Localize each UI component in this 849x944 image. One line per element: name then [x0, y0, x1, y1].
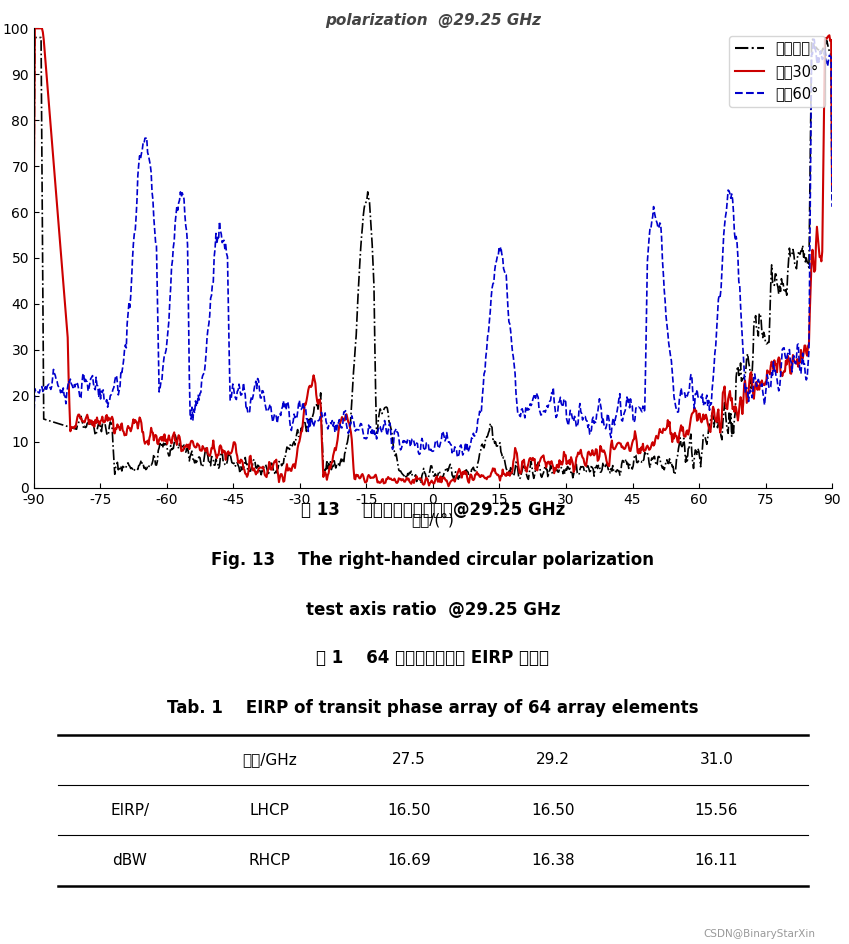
Title: polarization  @29.25 GHz: polarization @29.25 GHz — [325, 13, 541, 28]
Text: 16.50: 16.50 — [531, 802, 575, 818]
右旋法向 — [416, 478, 426, 489]
Line: 右旋法向: 右旋法向 — [34, 38, 832, 483]
右旋60° — [718, 229, 728, 241]
Line: 右旋30°: 右旋30° — [34, 28, 832, 486]
Text: RHCP: RHCP — [249, 853, 290, 868]
右旋60° — [370, 429, 380, 440]
右旋60° — [29, 413, 39, 425]
右旋30° — [719, 380, 729, 392]
Text: 29.2: 29.2 — [536, 752, 570, 767]
Text: 图 13    右旋圆极化测试轴比@29.25 GHz: 图 13 右旋圆极化测试轴比@29.25 GHz — [301, 500, 565, 519]
Text: Fig. 13    The right-handed circular polarization: Fig. 13 The right-handed circular polari… — [211, 551, 655, 569]
右旋60° — [808, 34, 818, 45]
右旋30° — [827, 183, 837, 194]
Text: CSDN@BinaryStarXin: CSDN@BinaryStarXin — [703, 929, 815, 939]
右旋30° — [238, 457, 248, 468]
右旋60° — [115, 365, 126, 377]
右旋30° — [29, 176, 39, 187]
Text: 频率/GHz: 频率/GHz — [242, 752, 297, 767]
Text: 31.0: 31.0 — [700, 752, 734, 767]
Line: 右旋60°: 右旋60° — [34, 40, 832, 457]
Text: 16.11: 16.11 — [694, 853, 738, 868]
右旋法向 — [117, 465, 127, 477]
右旋30° — [632, 436, 642, 447]
右旋法向 — [632, 457, 642, 468]
Text: 27.5: 27.5 — [392, 752, 426, 767]
右旋法向 — [238, 461, 248, 472]
Text: Tab. 1    EIRP of transit phase array of 64 array elements: Tab. 1 EIRP of transit phase array of 64… — [167, 700, 699, 717]
Text: dBW: dBW — [112, 853, 147, 868]
右旋30° — [371, 469, 381, 480]
右旋30° — [599, 445, 609, 456]
右旋法向 — [30, 32, 40, 43]
Text: 16.38: 16.38 — [531, 853, 575, 868]
右旋60° — [237, 389, 247, 400]
Text: test axis ratio  @29.25 GHz: test axis ratio @29.25 GHz — [306, 601, 560, 619]
Text: 15.56: 15.56 — [694, 802, 738, 818]
右旋60° — [598, 412, 608, 423]
右旋法向 — [371, 392, 381, 403]
右旋法向 — [599, 462, 609, 473]
Legend: 右旋法向, 右旋30°, 右旋60°: 右旋法向, 右旋30°, 右旋60° — [728, 36, 824, 107]
右旋法向 — [719, 396, 729, 408]
右旋30° — [443, 480, 453, 492]
Text: 16.50: 16.50 — [387, 802, 430, 818]
右旋法向 — [827, 194, 837, 205]
右旋30° — [30, 23, 40, 34]
右旋30° — [117, 418, 127, 430]
右旋60° — [827, 201, 837, 212]
Text: LHCP: LHCP — [250, 802, 290, 818]
右旋60° — [453, 451, 463, 463]
右旋60° — [631, 402, 641, 413]
Text: 表 1    64 阵元相控阵发射 EIRP 测试値: 表 1 64 阵元相控阵发射 EIRP 测试値 — [317, 649, 549, 667]
X-axis label: 角度/(°): 角度/(°) — [412, 512, 454, 527]
Text: 16.69: 16.69 — [387, 853, 431, 868]
右旋法向 — [29, 182, 39, 194]
Text: EIRP/: EIRP/ — [110, 802, 149, 818]
